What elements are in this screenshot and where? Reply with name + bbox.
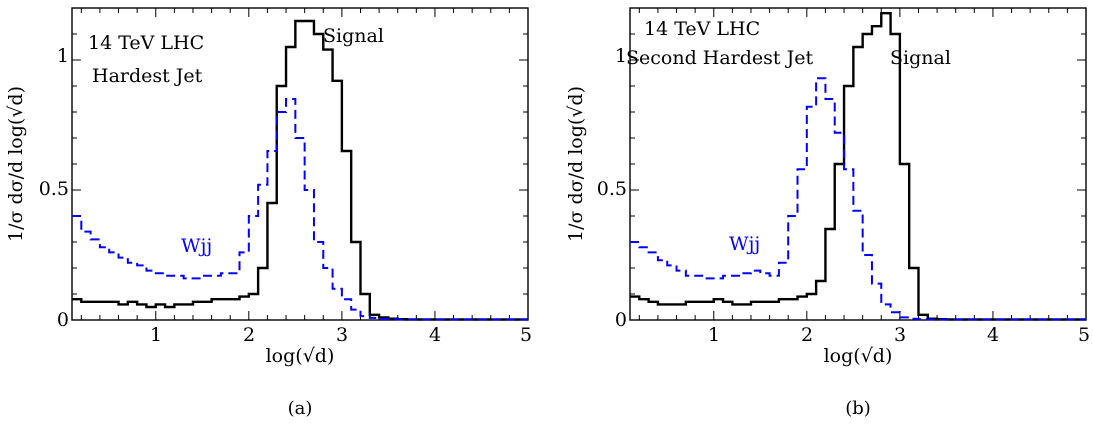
x-axis-label: log(√d) — [824, 345, 893, 367]
y-axis-label: 1/σ dσ/d log(√d) — [565, 86, 587, 242]
x-tick-label: 1 — [708, 324, 720, 346]
panel-caption: (b) — [845, 398, 871, 419]
series-label-signal: Signal — [890, 47, 951, 69]
series-label-wjj: Wjj — [729, 233, 760, 255]
annotation-line1: 14 TeV LHC — [88, 32, 204, 54]
x-tick-label: 4 — [429, 324, 441, 346]
series-label-signal: Signal — [323, 25, 384, 47]
x-tick-label: 2 — [243, 324, 255, 346]
x-tick-label: 2 — [801, 324, 813, 346]
y-tick-label: 0.5 — [39, 178, 69, 200]
series-group — [630, 12, 1086, 321]
y-tick-label: 1 — [615, 45, 627, 67]
y-tick-label: 1 — [57, 45, 69, 67]
panel-caption: (a) — [288, 398, 313, 419]
x-tick-label: 4 — [987, 324, 999, 346]
tick-marks — [72, 8, 528, 320]
x-tick-label: 3 — [336, 324, 348, 346]
series-line-wjj — [630, 77, 1086, 321]
y-tick-label: 0 — [615, 309, 627, 331]
y-tick-label: 0.5 — [597, 178, 627, 200]
y-axis-label: 1/σ dσ/d log(√d) — [5, 86, 27, 242]
annotation-line2: Second Hardest Jet — [626, 47, 813, 69]
x-axis-label: log(√d) — [266, 345, 335, 367]
x-tick-labels: 1 2 3 4 5 — [150, 324, 532, 346]
series-line-wjj — [72, 98, 528, 321]
y-tick-labels: 0 0.5 1 — [39, 45, 69, 331]
annotation-line2: Hardest Jet — [92, 65, 203, 87]
series-group — [72, 19, 528, 321]
panel-a: 1 2 3 4 5 0 0.5 1 log(√d) 1/σ dσ/d log(√… — [5, 7, 532, 419]
y-tick-labels: 0 0.5 1 — [597, 45, 627, 331]
tick-marks — [630, 8, 1086, 320]
x-tick-labels: 1 2 3 4 5 — [708, 324, 1090, 346]
y-tick-label: 0 — [57, 309, 69, 331]
panel-b: 1 2 3 4 5 0 0.5 1 log(√d) 1/σ dσ/d log(√… — [565, 7, 1090, 419]
annotation-line1: 14 TeV LHC — [644, 18, 760, 40]
plot-frame — [71, 7, 529, 321]
series-label-wjj: Wjj — [181, 235, 212, 257]
x-tick-label: 5 — [1078, 324, 1090, 346]
x-tick-label: 3 — [894, 324, 906, 346]
x-tick-label: 1 — [150, 324, 162, 346]
x-tick-label: 5 — [520, 324, 532, 346]
